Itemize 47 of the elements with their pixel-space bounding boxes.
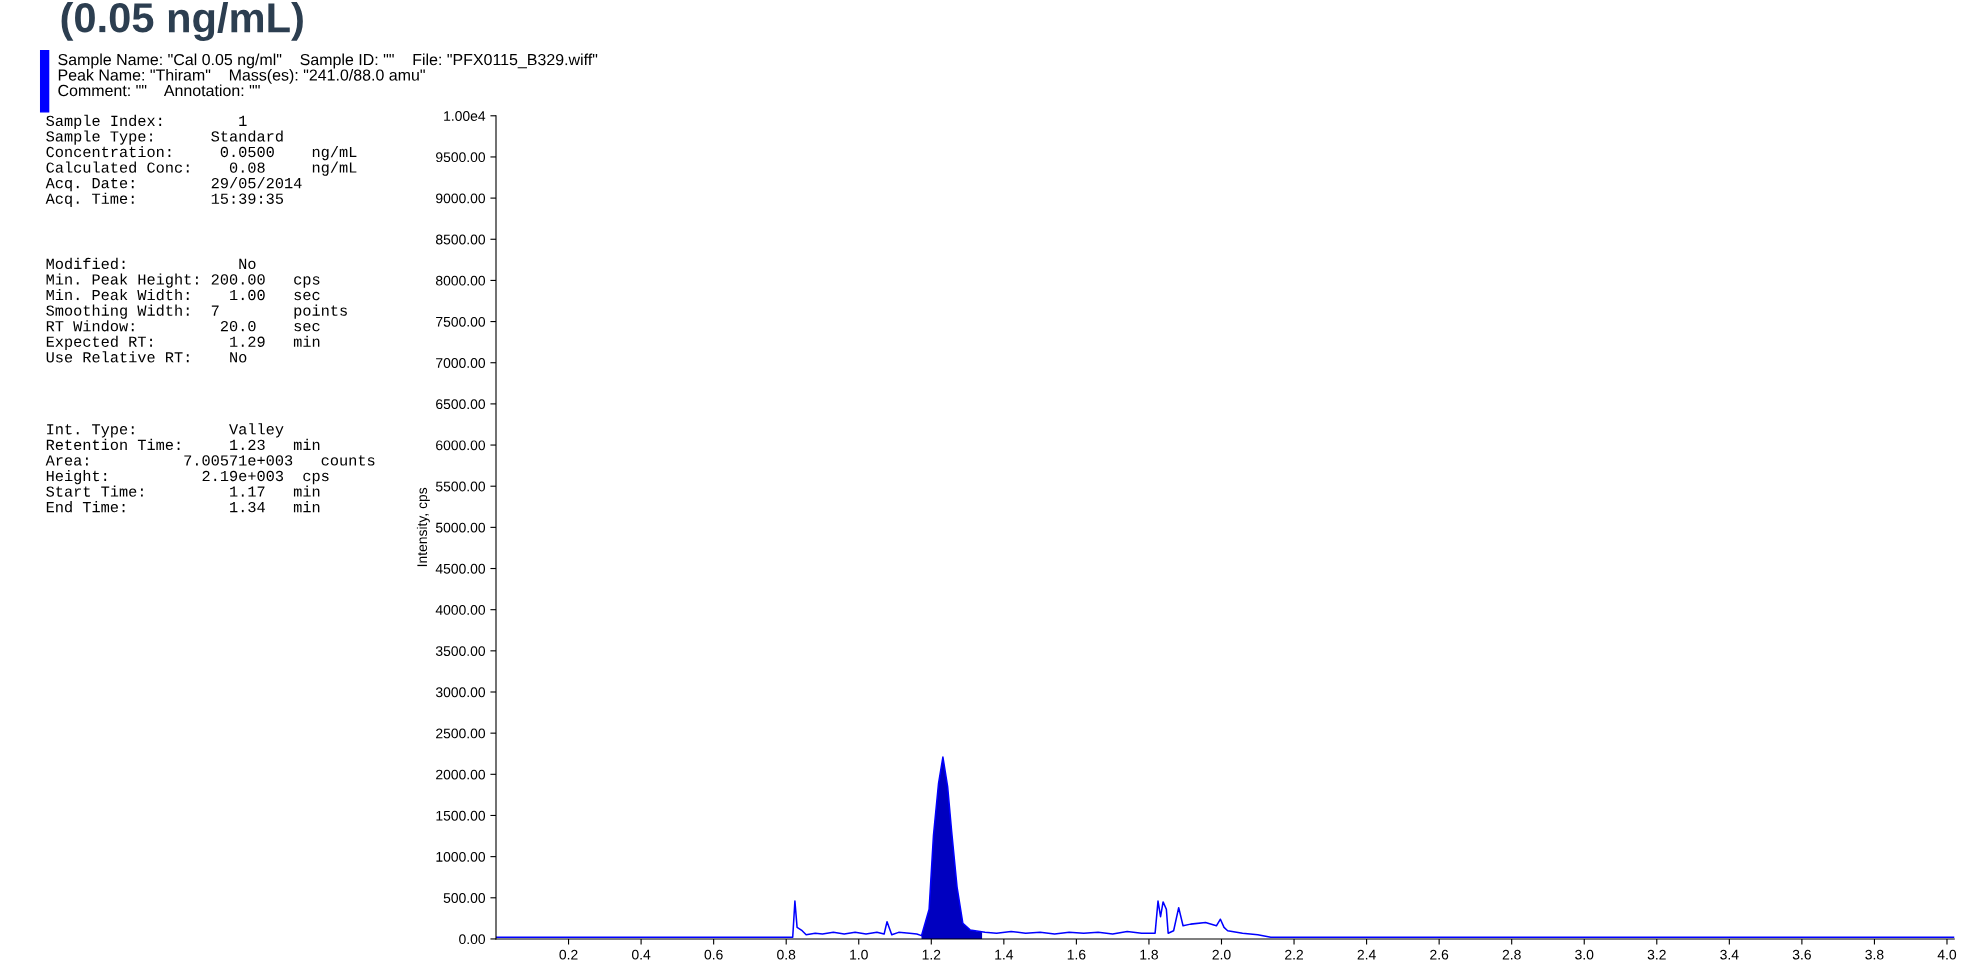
y-tick-label: 0.00 xyxy=(459,934,486,945)
x-tick-label: 1.4 xyxy=(995,949,1014,960)
x-tick-label: 3.2 xyxy=(1647,949,1666,960)
y-tick-label: 5500.00 xyxy=(435,481,486,492)
x-tick-label: 3.8 xyxy=(1865,949,1884,960)
x-tick-label: 0.4 xyxy=(631,949,651,960)
y-tick-label: 7000.00 xyxy=(436,358,486,368)
y-tick-label: 500.00 xyxy=(443,893,486,903)
x-tick-label: 4.0 xyxy=(1937,949,1957,960)
x-tick-label: 3.4 xyxy=(1720,949,1739,960)
x-tick-label: 2.0 xyxy=(1212,949,1231,960)
y-tick-label: 9500.00 xyxy=(436,152,486,163)
x-tick-label: 1.2 xyxy=(922,949,941,960)
y-tick-label: 3000.00 xyxy=(435,687,486,698)
y-tick-label: 8500.00 xyxy=(435,234,486,245)
x-tick-label: 2.8 xyxy=(1502,949,1521,960)
y-tick-label: 1000.00 xyxy=(436,851,486,862)
y-tick-label: 1.00e4 xyxy=(444,111,486,121)
y-tick-label: 3500.00 xyxy=(435,646,486,657)
text: Sample Index: 1 Sample Type: Standard Concentration: 0.0500 ng/mL Calculated Conc: 0.08 ng/mL Acq. Date: 29/05/2014 Acq. Time: 15:39:35 xyxy=(45,114,357,207)
x-tick-label: 3.0 xyxy=(1575,949,1594,960)
text: Sample Name: "Cal 0.05 ng/ml" Sample ID: "" File: "PFX0115_B329.wiff" Peak Name: "Thiram" Mass(es): "241.0/88.0 amu" Comment: "" Annotation: "" xyxy=(58,53,598,97)
x-tick-label: 1.6 xyxy=(1067,949,1086,960)
x-tick-label: 2.4 xyxy=(1357,949,1376,960)
x-tick-label: 0.6 xyxy=(704,949,723,960)
x-tick-label: 0.8 xyxy=(777,949,796,960)
y-tick-label: 6500.00 xyxy=(436,399,486,410)
y-axis-title: Intensity, cps xyxy=(416,487,430,567)
text: Int. Type: Valley Retention Time: 1.23 min Area: 7.00571e+003 counts Height: 2.19e+003 cps Start Time: 1.17 min End Time: 1.34 min xyxy=(45,423,375,513)
y-tick-label: 8000.00 xyxy=(435,275,486,286)
x-tick-label: 2.6 xyxy=(1430,949,1449,960)
y-tick-label: 1500.00 xyxy=(436,810,486,821)
y-tick-label: 2500.00 xyxy=(436,728,486,739)
y-tick-label: 4000.00 xyxy=(435,605,486,615)
chart-title: (0.05 ng/mL) xyxy=(61,1,303,41)
x-tick-label: 0.2 xyxy=(559,949,578,960)
x-tick-label: 1.8 xyxy=(1140,949,1158,960)
y-tick-label: 4500.00 xyxy=(435,563,486,574)
x-tick-label: 1.0 xyxy=(850,949,868,960)
y-tick-label: 5000.00 xyxy=(435,522,486,533)
y-tick-label: 9000.00 xyxy=(436,193,486,204)
x-tick-label: 2.2 xyxy=(1285,949,1303,960)
y-tick-label: 6000.00 xyxy=(436,440,486,451)
text: Modified: No Min. Peak Height: 200.00 cps Min. Peak Width: 1.00 sec Smoothing Width: 7 points RT Window: 20.0 sec Expected RT: 1.29 min Use Relative RT: No xyxy=(46,257,347,363)
y-tick-label: 7500.00 xyxy=(436,316,486,327)
y-tick-label: 2000.00 xyxy=(436,769,486,780)
x-tick-label: 3.6 xyxy=(1792,949,1811,960)
